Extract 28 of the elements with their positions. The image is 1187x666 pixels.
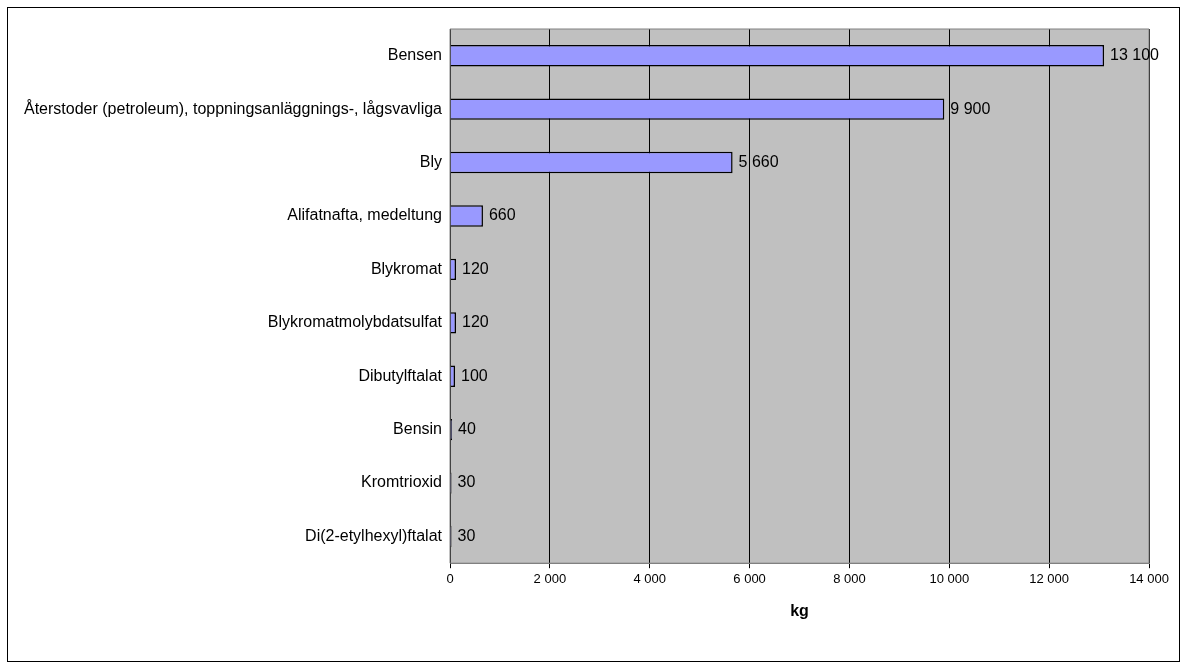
y-tick-label: Dibutylftalat [358, 366, 443, 384]
y-tick-label: Bly [419, 152, 443, 170]
y-tick-label: Di(2-etylhexyl)ftalat [305, 526, 443, 544]
y-tick-label: Blykromat [370, 259, 443, 277]
data-label: 5 660 [738, 152, 779, 170]
x-tick-label: 0 [446, 570, 454, 586]
x-tick-label: 4 000 [633, 570, 666, 586]
x-tick-label: 12 000 [1029, 570, 1070, 586]
y-tick-label: Bensin [393, 420, 443, 438]
data-label: 120 [462, 313, 489, 331]
y-tick-label: Bensen [387, 46, 443, 64]
x-tick-label: 10 000 [929, 570, 970, 586]
data-label: 660 [488, 206, 516, 224]
x-tick-label: 14 000 [1129, 570, 1169, 586]
x-axis-title: kg [790, 601, 809, 619]
x-tick-label: 6 000 [733, 570, 766, 586]
data-label: 100 [461, 366, 488, 384]
data-label: 40 [458, 420, 476, 438]
y-tick-label: Kromtrioxid [361, 473, 443, 491]
data-label: 30 [457, 526, 476, 544]
y-tick-label: Blykromatmolybdatsulfat [267, 313, 443, 331]
x-tick-label: 8 000 [833, 570, 866, 586]
y-tick-label: Återstoder (petroleum), toppningsanläggnings-, lågsvavliga [24, 98, 443, 117]
data-label: 9 900 [950, 99, 991, 117]
data-label: 30 [457, 473, 476, 491]
y-tick-label: Alifatnafta, medeltung [287, 206, 443, 224]
data-label: 120 [462, 259, 489, 277]
x-tick-label: 2 000 [533, 570, 567, 586]
